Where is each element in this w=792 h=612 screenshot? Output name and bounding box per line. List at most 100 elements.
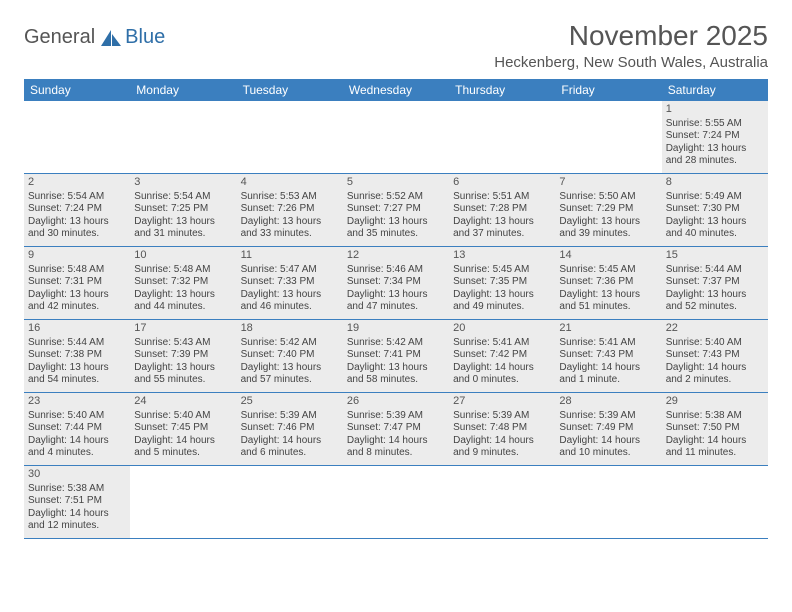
daylight-text: Daylight: 13 hours and 47 minutes. — [347, 289, 445, 314]
dow-tuesday: Tuesday — [237, 79, 343, 101]
sunrise-text: Sunrise: 5:47 AM — [241, 264, 339, 277]
week-row: 23Sunrise: 5:40 AMSunset: 7:44 PMDayligh… — [24, 393, 768, 466]
day-number: 27 — [453, 395, 551, 409]
daylight-text: Daylight: 13 hours and 52 minutes. — [666, 289, 764, 314]
sunrise-text: Sunrise: 5:50 AM — [559, 191, 657, 204]
sunrise-text: Sunrise: 5:45 AM — [453, 264, 551, 277]
day-number: 12 — [347, 249, 445, 263]
sunrise-text: Sunrise: 5:42 AM — [347, 337, 445, 350]
sunrise-text: Sunrise: 5:38 AM — [28, 483, 126, 496]
sunset-text: Sunset: 7:39 PM — [134, 349, 232, 362]
sunset-text: Sunset: 7:26 PM — [241, 203, 339, 216]
sunset-text: Sunset: 7:27 PM — [347, 203, 445, 216]
sunset-text: Sunset: 7:31 PM — [28, 276, 126, 289]
day-number: 7 — [559, 176, 657, 190]
sunrise-text: Sunrise: 5:48 AM — [28, 264, 126, 277]
day-cell: 10Sunrise: 5:48 AMSunset: 7:32 PMDayligh… — [130, 247, 236, 319]
day-cell: 2Sunrise: 5:54 AMSunset: 7:24 PMDaylight… — [24, 174, 130, 246]
day-cell — [662, 466, 768, 538]
day-cell: 19Sunrise: 5:42 AMSunset: 7:41 PMDayligh… — [343, 320, 449, 392]
sunrise-text: Sunrise: 5:46 AM — [347, 264, 445, 277]
day-cell: 1Sunrise: 5:55 AMSunset: 7:24 PMDaylight… — [662, 101, 768, 173]
daylight-text: Daylight: 13 hours and 44 minutes. — [134, 289, 232, 314]
day-cell — [24, 101, 130, 173]
dow-sunday: Sunday — [24, 79, 130, 101]
logo: General Blue — [24, 26, 165, 49]
sunset-text: Sunset: 7:33 PM — [241, 276, 339, 289]
day-cell: 6Sunrise: 5:51 AMSunset: 7:28 PMDaylight… — [449, 174, 555, 246]
day-cell — [555, 466, 661, 538]
daylight-text: Daylight: 14 hours and 8 minutes. — [347, 435, 445, 460]
day-cell: 14Sunrise: 5:45 AMSunset: 7:36 PMDayligh… — [555, 247, 661, 319]
sunset-text: Sunset: 7:25 PM — [134, 203, 232, 216]
day-cell: 22Sunrise: 5:40 AMSunset: 7:43 PMDayligh… — [662, 320, 768, 392]
sunrise-text: Sunrise: 5:51 AM — [453, 191, 551, 204]
day-cell — [343, 101, 449, 173]
location: Heckenberg, New South Wales, Australia — [494, 54, 768, 71]
day-cell: 15Sunrise: 5:44 AMSunset: 7:37 PMDayligh… — [662, 247, 768, 319]
day-number: 11 — [241, 249, 339, 263]
day-cell: 3Sunrise: 5:54 AMSunset: 7:25 PMDaylight… — [130, 174, 236, 246]
sunset-text: Sunset: 7:47 PM — [347, 422, 445, 435]
sunset-text: Sunset: 7:48 PM — [453, 422, 551, 435]
sunrise-text: Sunrise: 5:40 AM — [666, 337, 764, 350]
sunset-text: Sunset: 7:37 PM — [666, 276, 764, 289]
sunset-text: Sunset: 7:29 PM — [559, 203, 657, 216]
sunrise-text: Sunrise: 5:41 AM — [453, 337, 551, 350]
day-cell: 13Sunrise: 5:45 AMSunset: 7:35 PMDayligh… — [449, 247, 555, 319]
sunset-text: Sunset: 7:42 PM — [453, 349, 551, 362]
day-cell — [555, 101, 661, 173]
day-number: 21 — [559, 322, 657, 336]
day-cell: 5Sunrise: 5:52 AMSunset: 7:27 PMDaylight… — [343, 174, 449, 246]
day-cell — [130, 101, 236, 173]
week-row: 2Sunrise: 5:54 AMSunset: 7:24 PMDaylight… — [24, 174, 768, 247]
sunset-text: Sunset: 7:46 PM — [241, 422, 339, 435]
daylight-text: Daylight: 14 hours and 5 minutes. — [134, 435, 232, 460]
daylight-text: Daylight: 13 hours and 49 minutes. — [453, 289, 551, 314]
day-number: 5 — [347, 176, 445, 190]
day-number: 30 — [28, 468, 126, 482]
sunset-text: Sunset: 7:28 PM — [453, 203, 551, 216]
calendar: Sunday Monday Tuesday Wednesday Thursday… — [24, 79, 768, 539]
day-cell: 27Sunrise: 5:39 AMSunset: 7:48 PMDayligh… — [449, 393, 555, 465]
day-cell — [449, 466, 555, 538]
header-row: General Blue November 2025 Heckenberg, N… — [24, 20, 768, 71]
dow-wednesday: Wednesday — [343, 79, 449, 101]
day-number: 14 — [559, 249, 657, 263]
day-cell: 20Sunrise: 5:41 AMSunset: 7:42 PMDayligh… — [449, 320, 555, 392]
day-number: 28 — [559, 395, 657, 409]
daylight-text: Daylight: 13 hours and 51 minutes. — [559, 289, 657, 314]
sunset-text: Sunset: 7:43 PM — [559, 349, 657, 362]
logo-text-general: General — [24, 26, 95, 49]
daylight-text: Daylight: 13 hours and 57 minutes. — [241, 362, 339, 387]
day-cell: 28Sunrise: 5:39 AMSunset: 7:49 PMDayligh… — [555, 393, 661, 465]
sunrise-text: Sunrise: 5:54 AM — [28, 191, 126, 204]
day-cell: 12Sunrise: 5:46 AMSunset: 7:34 PMDayligh… — [343, 247, 449, 319]
day-number: 9 — [28, 249, 126, 263]
sunrise-text: Sunrise: 5:43 AM — [134, 337, 232, 350]
sunset-text: Sunset: 7:32 PM — [134, 276, 232, 289]
sunrise-text: Sunrise: 5:48 AM — [134, 264, 232, 277]
sail-icon — [99, 28, 123, 48]
sunset-text: Sunset: 7:35 PM — [453, 276, 551, 289]
sunrise-text: Sunrise: 5:52 AM — [347, 191, 445, 204]
daylight-text: Daylight: 13 hours and 30 minutes. — [28, 216, 126, 241]
day-number: 20 — [453, 322, 551, 336]
sunrise-text: Sunrise: 5:40 AM — [134, 410, 232, 423]
daylight-text: Daylight: 13 hours and 42 minutes. — [28, 289, 126, 314]
dow-friday: Friday — [555, 79, 661, 101]
day-cell: 4Sunrise: 5:53 AMSunset: 7:26 PMDaylight… — [237, 174, 343, 246]
day-cell: 8Sunrise: 5:49 AMSunset: 7:30 PMDaylight… — [662, 174, 768, 246]
day-cell — [343, 466, 449, 538]
calendar-page: General Blue November 2025 Heckenberg, N… — [0, 0, 792, 559]
dow-row: Sunday Monday Tuesday Wednesday Thursday… — [24, 79, 768, 101]
sunset-text: Sunset: 7:38 PM — [28, 349, 126, 362]
dow-monday: Monday — [130, 79, 236, 101]
day-number: 1 — [666, 103, 764, 117]
day-cell: 26Sunrise: 5:39 AMSunset: 7:47 PMDayligh… — [343, 393, 449, 465]
daylight-text: Daylight: 14 hours and 0 minutes. — [453, 362, 551, 387]
logo-text-blue: Blue — [125, 26, 165, 49]
day-number: 22 — [666, 322, 764, 336]
sunset-text: Sunset: 7:24 PM — [28, 203, 126, 216]
sunset-text: Sunset: 7:24 PM — [666, 130, 764, 143]
